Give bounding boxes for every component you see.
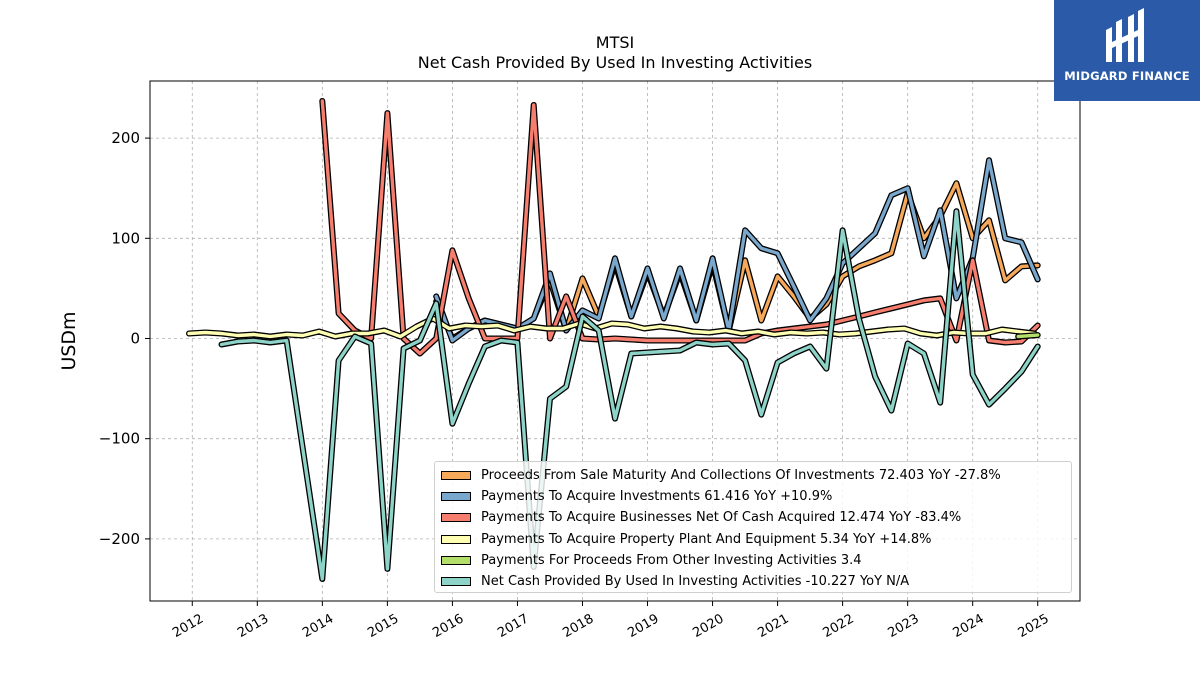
legend-item: Payments For Proceeds From Other Investi… [441, 550, 1071, 571]
legend-label: Payments To Acquire Businesses Net Of Ca… [481, 510, 962, 526]
series-line [219, 209, 1040, 581]
x-tick-label: 2022 [820, 611, 856, 641]
legend-swatch [441, 555, 471, 565]
legend-swatch [441, 492, 471, 502]
brand-logo: MIDGARD FINANCE [1054, 0, 1200, 101]
x-axis: 2012 2013 2014 2015 2016 2017 2018 2019 2020 2021… [170, 601, 1052, 641]
series-lines [186, 98, 1041, 582]
y-axis-label: USDm [58, 311, 80, 370]
legend-swatch [441, 471, 471, 481]
legend-item: Payments To Acquire Investments 61.416 Y… [441, 486, 1071, 507]
x-tick-label: 2021 [755, 611, 791, 641]
y-tick-label: 200 [111, 129, 140, 147]
brand-name: MIDGARD FINANCE [1064, 69, 1190, 83]
x-tick-label: 2025 [1016, 611, 1052, 641]
legend-item: Net Cash Provided By Used In Investing A… [441, 571, 1071, 592]
series-5 [218, 208, 1041, 582]
series-line [320, 99, 1040, 356]
series-line [187, 316, 1037, 339]
legend-label: Net Cash Provided By Used In Investing A… [481, 574, 910, 590]
x-tick-label: 2018 [560, 611, 596, 641]
series-4 [1015, 332, 1041, 340]
legend-label: Payments For Proceeds From Other Investi… [481, 552, 862, 568]
chart-legend: Proceeds From Sale Maturity And Collecti… [434, 461, 1072, 593]
legend-item: Payments To Acquire Property Plant And E… [441, 529, 1071, 550]
legend-swatch [441, 534, 471, 544]
legend-swatch [441, 513, 471, 523]
x-tick-label: 2020 [690, 611, 726, 641]
y-tick-label: 0 [130, 329, 140, 347]
x-tick-label: 2016 [430, 611, 466, 641]
y-tick-label: −200 [99, 530, 140, 548]
x-tick-label: 2023 [885, 611, 921, 641]
series-line [434, 158, 1040, 343]
x-tick-label: 2014 [300, 611, 336, 641]
x-tick-label: 2012 [170, 611, 206, 641]
legend-label: Payments To Acquire Property Plant And E… [481, 531, 932, 547]
x-tick-label: 2017 [495, 611, 531, 641]
series-2 [319, 98, 1041, 357]
legend-label: Payments To Acquire Investments 61.416 Y… [481, 489, 833, 505]
y-axis: −200 −100 0 100 200 [99, 129, 150, 548]
legend-item: Payments To Acquire Businesses Net Of Ca… [441, 507, 1071, 528]
x-tick-label: 2013 [235, 611, 271, 641]
legend-swatch [441, 577, 471, 587]
x-tick-label: 2024 [951, 611, 987, 641]
legend-label: Proceeds From Sale Maturity And Collecti… [481, 468, 1001, 484]
series-3 [186, 315, 1038, 340]
y-tick-label: −100 [99, 430, 140, 448]
midgard-logo-icon [1106, 8, 1144, 62]
x-tick-label: 2019 [625, 611, 661, 641]
y-tick-label: 100 [111, 229, 140, 247]
series-line [1016, 333, 1040, 339]
chart-subtitle: Net Cash Provided By Used In Investing A… [417, 53, 813, 72]
legend-item: Proceeds From Sale Maturity And Collecti… [441, 465, 1071, 486]
chart-title: MTSI [595, 33, 635, 52]
plot-frame [149, 80, 1081, 602]
series-1 [433, 157, 1041, 344]
x-tick-label: 2015 [365, 611, 401, 641]
